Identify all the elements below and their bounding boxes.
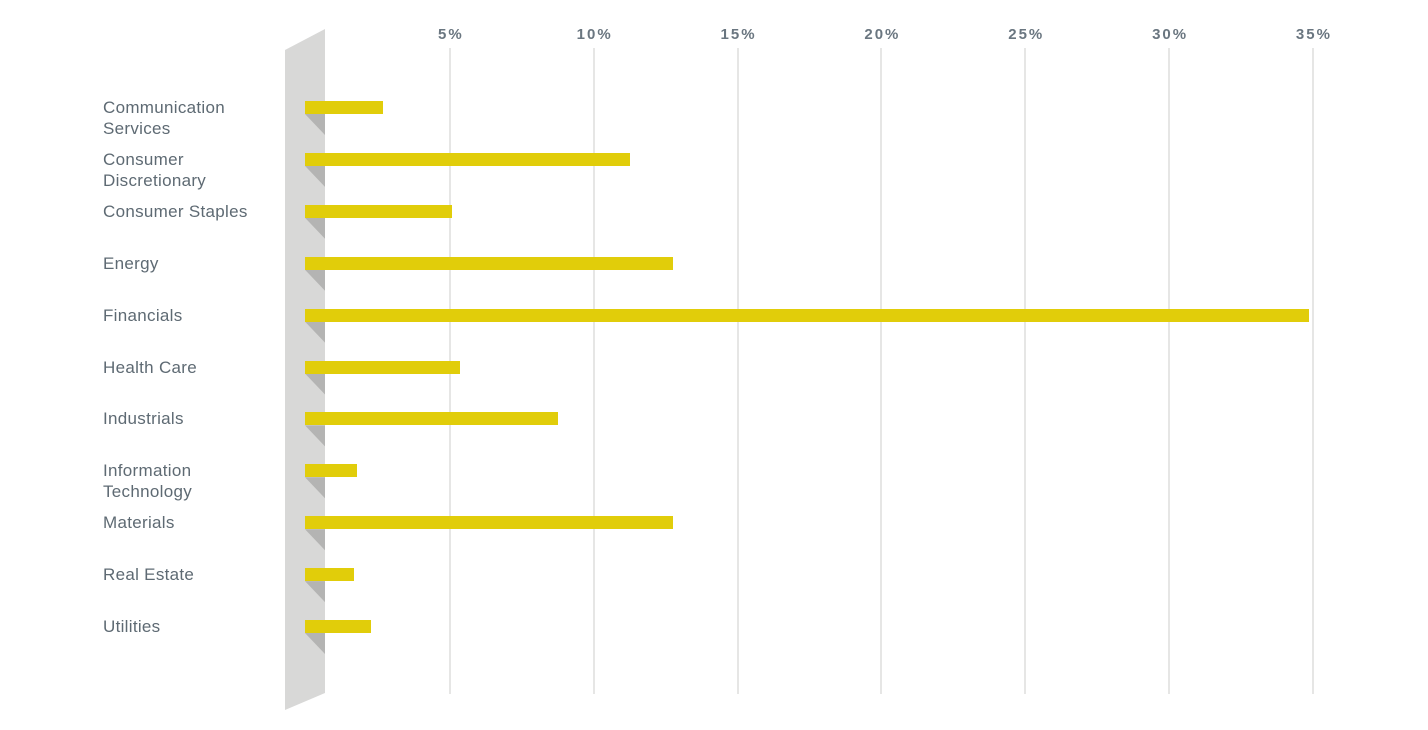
gridline-20% <box>880 48 883 694</box>
category-label-utilities: Utilities <box>103 617 161 636</box>
bar-communication-services <box>305 101 383 114</box>
bar-shadow-industrials <box>305 425 325 447</box>
bar-shadow-real-estate <box>305 581 325 603</box>
bar-utilities <box>305 620 372 633</box>
x-tick-label-30%: 30% <box>1152 26 1189 43</box>
category-label-consumer-discretionary: Consumer Discretionary <box>103 149 207 190</box>
category-label-financials: Financials <box>103 305 183 325</box>
gridline-35% <box>1311 48 1314 694</box>
bar-shadow-consumer-staples <box>305 217 325 239</box>
category-label-industrials: Industrials <box>103 409 184 429</box>
bar-shadow-financials <box>305 321 325 343</box>
gridline-25% <box>1024 48 1027 694</box>
bar-energy <box>305 256 674 270</box>
bar-consumer-staples <box>305 204 452 218</box>
bar-shadow-information-technology <box>305 477 325 499</box>
gridline-10% <box>592 48 595 694</box>
x-tick-label-10%: 10% <box>576 26 613 43</box>
category-label-information-technology: Information Technology <box>103 461 193 502</box>
bar-shadow-health-care <box>305 373 325 395</box>
bar-shadow-materials <box>305 529 325 551</box>
category-label-energy: Energy <box>103 253 159 273</box>
gridline-30% <box>1168 48 1171 694</box>
bar-shadow-energy <box>305 269 325 291</box>
bar-health-care <box>305 360 461 374</box>
bar-real-estate <box>305 568 354 582</box>
x-tick-label-20%: 20% <box>864 26 901 43</box>
bar-consumer-discretionary <box>305 152 631 166</box>
x-tick-label-35%: 35% <box>1295 26 1332 43</box>
bar-shadow-utilities <box>305 633 325 654</box>
category-label-consumer-staples: Consumer Staples <box>103 201 248 221</box>
bar-industrials <box>305 412 559 426</box>
x-tick-label-15%: 15% <box>720 26 757 43</box>
bar-financials <box>305 308 1310 322</box>
category-label-health-care: Health Care <box>103 357 198 377</box>
bar-shadow-communication-services <box>305 114 325 135</box>
category-label-real-estate: Real Estate <box>103 565 195 585</box>
bar-information-technology <box>305 464 357 478</box>
x-tick-label-25%: 25% <box>1008 26 1045 43</box>
bar-shadow-consumer-discretionary <box>305 165 325 187</box>
category-label-communication-services: Communication Services <box>103 98 226 138</box>
x-tick-label-5%: 5% <box>438 26 464 43</box>
category-label-materials: Materials <box>103 513 175 533</box>
bar-materials <box>305 516 674 530</box>
gridline-15% <box>736 48 739 694</box>
